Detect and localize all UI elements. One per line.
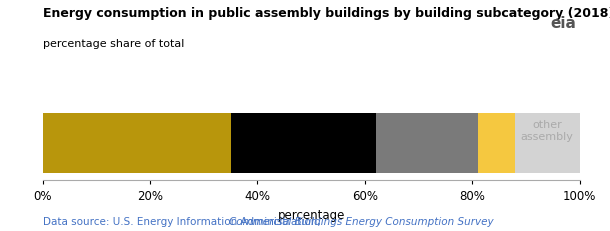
Bar	[43, 114, 231, 173]
Text: percentage share of total: percentage share of total	[43, 39, 184, 49]
Text: library: library	[478, 132, 514, 142]
Bar	[376, 114, 478, 173]
Text: entertainment
or culture: entertainment or culture	[386, 119, 467, 142]
Text: Data source: U.S. Energy Information Administration,: Data source: U.S. Energy Information Adm…	[43, 216, 324, 226]
Text: recreation: recreation	[108, 132, 165, 142]
X-axis label: percentage: percentage	[278, 208, 345, 221]
Bar	[478, 114, 515, 173]
Bar	[515, 114, 580, 173]
Text: social or meeting: social or meeting	[249, 132, 357, 142]
Text: Commercial Buildings Energy Consumption Survey: Commercial Buildings Energy Consumption …	[229, 216, 493, 226]
Text: other
assembly: other assembly	[521, 119, 574, 142]
Text: Energy consumption in public assembly buildings by building subcategory (2018): Energy consumption in public assembly bu…	[43, 7, 610, 20]
Text: eia: eia	[551, 16, 576, 31]
Bar	[231, 114, 376, 173]
